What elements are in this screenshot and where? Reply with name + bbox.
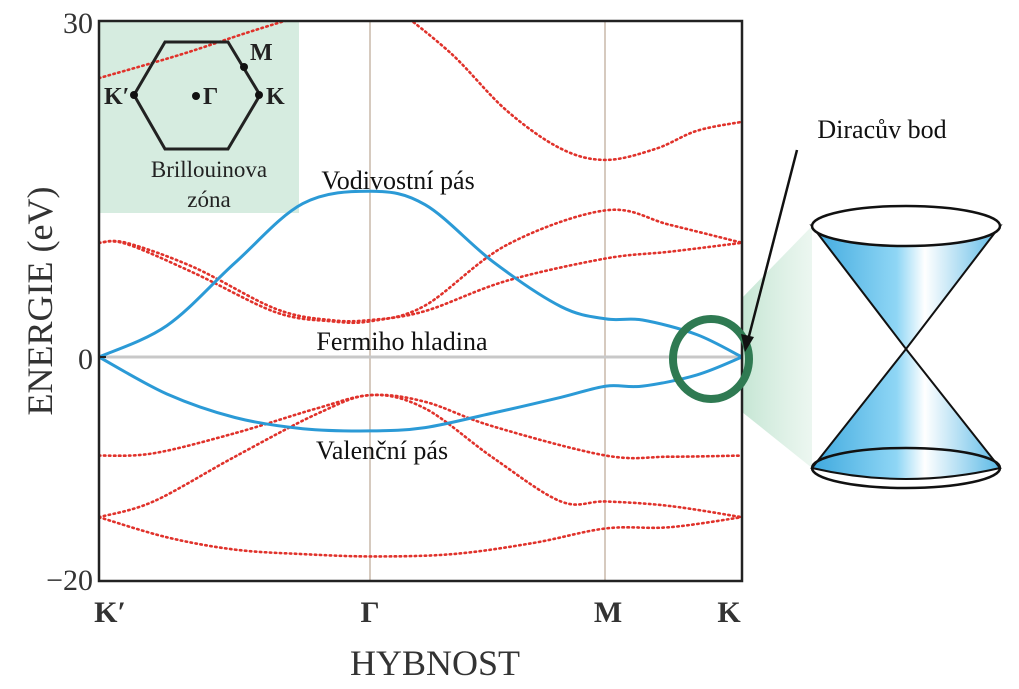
brillouin-zone-inset-bg <box>99 21 299 213</box>
x-axis-label: HYBNOST <box>350 643 520 683</box>
plot-frame <box>97 19 744 583</box>
band-line-dotted-8 <box>409 21 742 162</box>
brillouin-point-k-dot <box>255 91 263 99</box>
x-point-label-k: K <box>717 596 741 629</box>
brillouin-label-k-prime: K′ <box>104 84 129 110</box>
projection-beam <box>742 226 812 468</box>
brillouin-label-m: M <box>250 40 273 66</box>
band-line-solid-0 <box>99 189 742 359</box>
y-tick-label-30: 30 <box>63 7 93 40</box>
annotation-fermi-level: Fermiho hladina <box>316 327 488 356</box>
y-axis-label: ENERGIE (eV) <box>20 187 60 416</box>
annotation-valence-band: Valenční pás <box>316 436 448 465</box>
brillouin-label-gamma: Γ <box>203 84 218 110</box>
dirac-cone-top-rim <box>810 204 1002 248</box>
band-line-dotted-5 <box>99 393 742 519</box>
band-line-solid-1 <box>99 355 742 433</box>
band-line-dotted-7 <box>99 21 290 80</box>
brillouin-title-line1: Brillouinova <box>151 157 267 182</box>
band-line-dotted-4 <box>99 393 742 460</box>
brillouin-title-line2: zóna <box>187 187 230 212</box>
dirac-cone-lower <box>810 347 1002 480</box>
bands-layer <box>99 21 742 558</box>
brillouin-point-m-dot <box>240 63 248 71</box>
y-tick-label-minus20: −20 <box>46 564 93 597</box>
y-tick-label-0: 0 <box>78 343 93 376</box>
brillouin-point-gamma-dot <box>192 92 200 100</box>
x-point-label-k-prime: K′ <box>94 596 126 629</box>
x-point-label-gamma: Γ <box>360 596 379 629</box>
dirac-cone <box>809 204 1003 490</box>
band-line-dotted-6 <box>99 515 742 558</box>
brillouin-point-k-prime-dot <box>130 91 138 99</box>
dirac-point-label: Diracův bod <box>817 115 946 144</box>
brillouin-label-k: K <box>266 84 285 110</box>
x-point-label-m: M <box>594 596 622 629</box>
dirac-cone-bottom-rim <box>810 446 1002 490</box>
annotation-conduction-band: Vodivostní pás <box>321 166 474 195</box>
band-line-dotted-3 <box>99 208 742 325</box>
dirac-arrow-shaft <box>746 149 799 341</box>
dirac-point-ring <box>669 315 753 403</box>
dirac-arrow-head <box>741 334 754 352</box>
